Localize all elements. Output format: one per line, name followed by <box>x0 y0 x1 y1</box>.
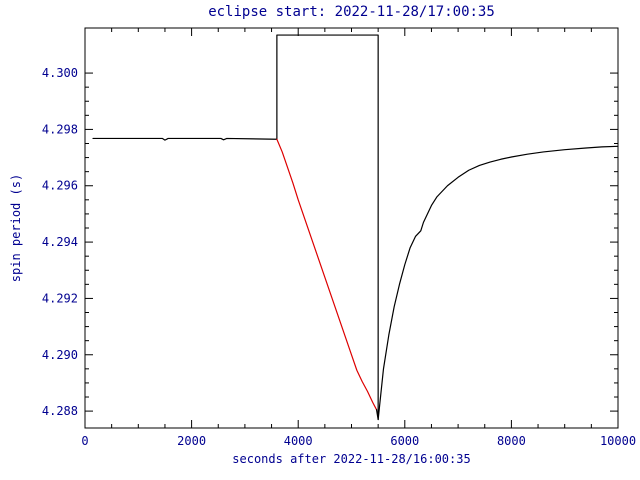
x-tick-label: 4000 <box>284 434 313 448</box>
y-tick-label: 4.292 <box>42 291 78 305</box>
y-tick-label: 4.296 <box>42 179 78 193</box>
x-axis-label: seconds after 2022-11-28/16:00:35 <box>232 452 471 466</box>
x-tick-label: 2000 <box>177 434 206 448</box>
plot-frame <box>84 27 619 429</box>
y-tick-label: 4.294 <box>42 235 78 249</box>
series-eclipse-flag-box <box>276 34 379 421</box>
y-axis-label: spin period (s) <box>9 173 23 283</box>
y-tick-label: 4.290 <box>42 348 78 362</box>
x-tick-label: 10000 <box>600 434 636 448</box>
x-tick-label: 8000 <box>497 434 526 448</box>
y-tick-label: 4.300 <box>42 66 78 80</box>
y-tick-label: 4.288 <box>42 404 78 418</box>
y-tick-label: 4.298 <box>42 122 78 136</box>
series-eclipse-spin-down <box>276 138 378 411</box>
x-tick-label: 0 <box>81 434 88 448</box>
series-post-eclipse-recovery <box>375 145 619 421</box>
series-pre-eclipse-spin-period <box>92 137 278 141</box>
chart-title: eclipse start: 2022-11-28/17:00:35 <box>208 4 495 20</box>
x-tick-label: 6000 <box>390 434 419 448</box>
